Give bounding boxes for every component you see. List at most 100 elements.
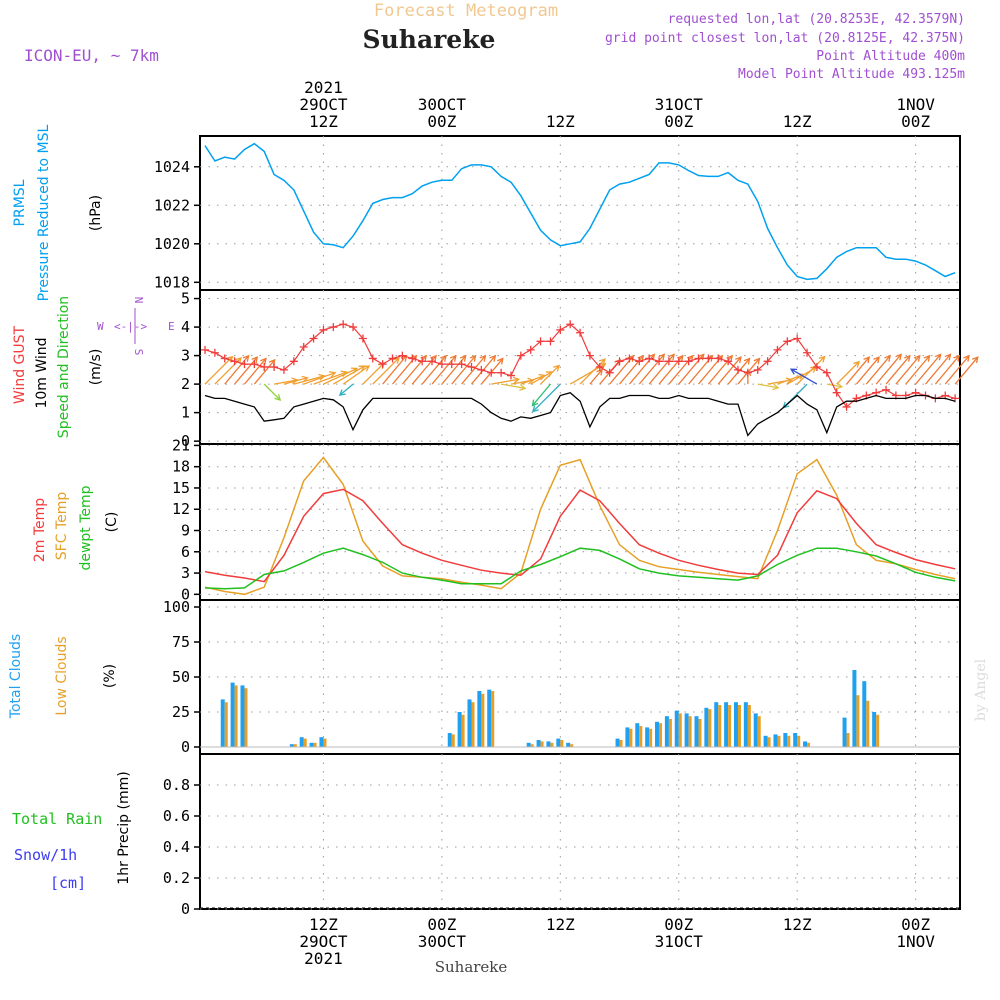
pressure-line: [204, 142, 956, 281]
wind-vector-head: [668, 353, 675, 361]
cloud-low-bar: [293, 744, 297, 747]
time-label-bottom: 12Z: [309, 915, 338, 934]
gust-point: [595, 363, 604, 371]
wind-vector: [531, 383, 551, 406]
model-label: ICON-EU, ~ 7km: [24, 46, 159, 65]
cloud-low-bar: [313, 742, 317, 747]
gust-point: [250, 360, 259, 369]
wind-vector-head: [329, 371, 337, 378]
cloud-low-bar: [461, 714, 465, 747]
cloud-total-bar: [704, 707, 709, 747]
wind-vector: [777, 373, 804, 385]
pressure-ytick-label: 1018: [154, 273, 190, 291]
cloud-total-bar: [724, 702, 729, 747]
wind-vector-head: [853, 360, 860, 368]
temp-ylabel-unit: (C): [104, 512, 120, 533]
top-title: Forecast Meteogram: [374, 1, 558, 21]
gust-point: [428, 357, 437, 366]
clouds-ytick-label: 25: [172, 703, 190, 721]
cloud-total-bar: [803, 741, 808, 747]
wind-vector-head: [519, 384, 527, 391]
wind-vector: [339, 383, 354, 396]
temperature-ytick-label: 0: [181, 585, 190, 603]
wind-vector: [283, 377, 308, 385]
wind-vector-head: [836, 382, 844, 390]
model-altitude: Model Point Altitude 493.125m: [738, 67, 965, 82]
gust-point: [408, 354, 417, 363]
cloud-low-bar: [846, 733, 850, 747]
gust-point: [951, 394, 960, 403]
wind-vector-head: [735, 356, 742, 364]
cloud-low-bar: [728, 705, 732, 747]
gust-point: [477, 365, 486, 374]
gust-point: [309, 334, 318, 343]
gust-point: [763, 357, 772, 366]
gust-point: [378, 360, 387, 369]
cloud-total-bar: [566, 742, 571, 747]
gust-point: [230, 357, 239, 366]
compass-arrow-h: <-|->: [114, 320, 147, 333]
wind-ylabel-speed-dir: Speed and Direction: [56, 296, 72, 438]
cloud-total-bar: [526, 742, 531, 747]
gust-point: [358, 334, 367, 343]
wind-vector: [491, 378, 519, 385]
wind-vector-head: [895, 353, 902, 361]
cloud-low-bar: [787, 735, 791, 747]
wind-ytick-label: 1: [181, 404, 190, 422]
wind-vector: [727, 358, 751, 385]
gust-point: [793, 334, 802, 343]
wind-ytick-label: 4: [181, 318, 190, 336]
wind-vector: [589, 369, 603, 385]
cloud-ylabel-unit: (%): [102, 664, 118, 688]
clouds-ytick-label: 75: [172, 633, 190, 651]
time-label-bottom: 00Z: [427, 915, 456, 934]
wind-vector: [342, 365, 370, 385]
cloud-total-bar: [783, 733, 788, 747]
cloud-total-bar: [655, 721, 660, 747]
gust-point: [773, 345, 782, 354]
gust-point: [655, 357, 664, 366]
wind-vector-head: [596, 368, 604, 376]
requested-coords: requested lon,lat (20.8253E, 42.3579N): [668, 12, 965, 27]
wind-vector-head: [903, 354, 911, 362]
cloud-low-bar: [639, 726, 643, 747]
gust-point: [289, 357, 298, 366]
gust-point: [457, 360, 466, 369]
wind-vector-head: [531, 405, 539, 413]
wind-vector: [500, 383, 526, 389]
temperature-ytick-label: 12: [172, 500, 190, 518]
cloud-total-bar: [319, 737, 324, 747]
cloud-total-bar: [309, 742, 314, 747]
wind-vector: [885, 355, 911, 385]
cloud-low-bar: [471, 702, 475, 747]
cloud-low-bar: [688, 716, 692, 747]
wind-vector: [323, 367, 358, 385]
wind-vector-head: [971, 356, 979, 364]
wind-vector-head: [873, 356, 880, 364]
wind-vector: [895, 355, 921, 385]
cloud-low-bar: [540, 741, 544, 747]
cloud-low-bar: [303, 738, 307, 747]
cloud-low-bar: [767, 737, 771, 747]
cloud-total-bar: [645, 727, 650, 747]
cloud-low-bar: [856, 695, 860, 747]
wind-ytick-label: 0: [181, 432, 190, 450]
gust-point: [516, 351, 525, 360]
temp-ylabel-2m: 2m Temp: [32, 498, 48, 562]
gust-point: [536, 337, 545, 346]
gust-point: [418, 357, 427, 366]
wind-speed-line: [204, 391, 956, 437]
gust-point: [210, 348, 219, 357]
cloud-total-bar: [753, 713, 758, 747]
axes: 1018102010221024012345036912151821025507…: [8, 78, 961, 968]
cloud-low-bar: [678, 713, 682, 747]
wind-vector-head: [913, 354, 921, 362]
gust-point: [260, 363, 269, 371]
cloud-low-bar: [876, 714, 880, 747]
cloud-low-bar: [619, 740, 623, 747]
wind-vector-head: [743, 357, 751, 365]
time-label-bottom: 29OCT: [299, 932, 348, 951]
temperature-ytick-label: 18: [172, 458, 190, 476]
cloud-low-bar: [224, 702, 228, 747]
cloud-low-bar: [757, 716, 761, 747]
